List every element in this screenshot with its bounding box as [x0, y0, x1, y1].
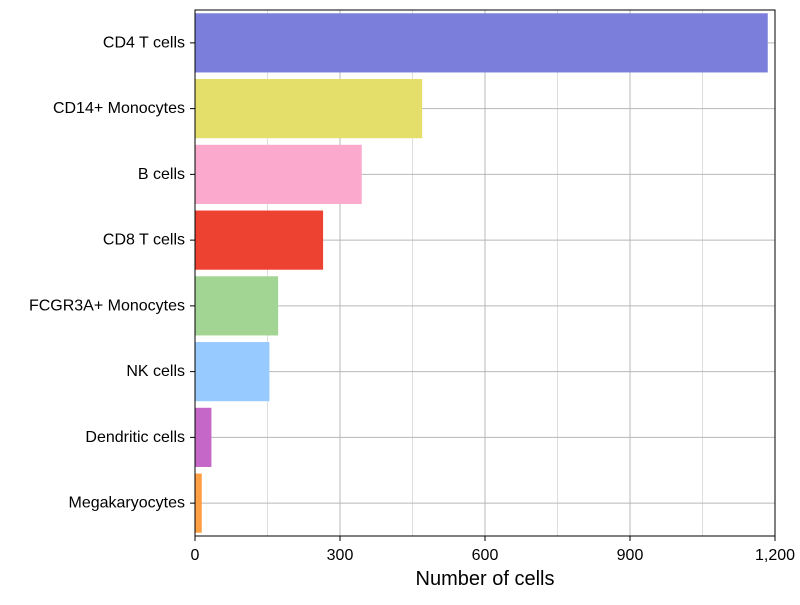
y-tick-label: Dendritic cells: [85, 429, 185, 446]
y-tick-label: CD4 T cells: [103, 34, 185, 51]
bar-cd8-t-cells: [195, 210, 324, 270]
x-tick-label: 300: [327, 547, 354, 564]
bar-cd14-monocytes: [195, 79, 423, 139]
x-tick-label: 1,200: [755, 547, 795, 564]
x-tick-label: 900: [617, 547, 644, 564]
bar-nk-cells: [195, 342, 270, 402]
x-axis-title: Number of cells: [416, 568, 555, 590]
bar-megakaryocytes: [195, 473, 202, 533]
x-tick-label: 600: [472, 547, 499, 564]
x-tick-label: 0: [191, 547, 200, 564]
y-axis-ticks: CD4 T cells CD14+ Monocytes B cells CD8 T c…: [29, 34, 195, 512]
y-tick-label: NK cells: [126, 363, 185, 380]
bars: [195, 13, 768, 533]
x-axis-ticks: 0 300 600 900 1,200: [191, 536, 795, 564]
bar-cd4-t-cells: [195, 13, 768, 73]
y-tick-label: Megakaryocytes: [69, 495, 186, 512]
y-tick-label: B cells: [138, 166, 185, 183]
bar-fcgr3a-monocytes: [195, 276, 279, 336]
y-tick-label: FCGR3A+ Monocytes: [29, 297, 185, 314]
y-tick-label: CD14+ Monocytes: [53, 100, 185, 117]
bar-dendritic-cells: [195, 407, 212, 467]
y-tick-label: CD8 T cells: [103, 232, 185, 249]
bar-b-cells: [195, 144, 362, 204]
